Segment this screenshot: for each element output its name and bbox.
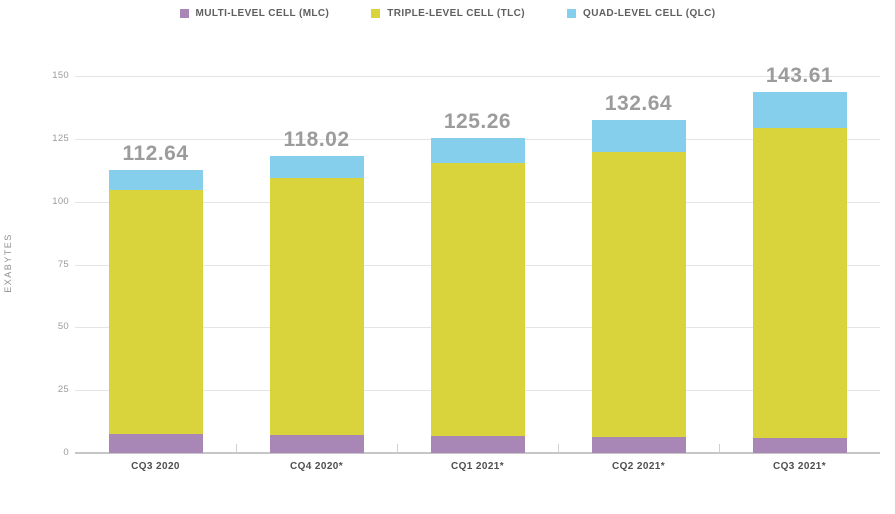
bar-value-label: 132.64 xyxy=(604,91,673,115)
y-tick-label-50: 50 xyxy=(57,321,69,333)
bar-slot-cq3-2021-: 143.61 xyxy=(719,64,880,453)
stacked-bar[interactable] xyxy=(430,138,525,453)
x-axis-tick xyxy=(719,444,720,453)
bar-segment-qlc xyxy=(591,119,686,152)
bar-slot-cq3-2020: 112.64 xyxy=(75,76,236,453)
x-axis-tick xyxy=(397,444,398,453)
mlc-swatch-icon xyxy=(179,9,189,18)
bar-value-label: 112.64 xyxy=(122,141,189,165)
x-category-label: CQ4 2020* xyxy=(289,461,344,472)
x-axis-tick xyxy=(558,444,559,453)
y-tick-label-75: 75 xyxy=(57,258,69,270)
bar-segment-qlc xyxy=(752,92,847,129)
stacked-bar[interactable] xyxy=(591,119,686,453)
tlc-swatch-icon xyxy=(371,9,381,18)
bar-value-label: 143.61 xyxy=(765,64,834,88)
legend-label-qlc: QUAD-LEVEL CELL (QLC) xyxy=(583,8,716,19)
x-axis-tick xyxy=(236,444,237,453)
y-axis-title: EXABYTES xyxy=(3,233,13,293)
bar-segment-tlc xyxy=(430,162,525,436)
x-category-label: CQ2 2021* xyxy=(611,461,666,472)
bar-segment-mlc xyxy=(108,434,203,453)
bar-segment-qlc xyxy=(108,169,203,191)
bar-segment-mlc xyxy=(269,434,364,453)
x-category-label: CQ3 2021* xyxy=(772,461,827,472)
bar-value-label: 118.02 xyxy=(283,128,350,152)
bar-segment-tlc xyxy=(752,128,847,439)
bar-segment-tlc xyxy=(591,151,686,438)
legend-item-tlc: TRIPLE-LEVEL CELL (TLC) xyxy=(371,8,525,19)
bar-segment-qlc xyxy=(269,156,364,178)
bar-slot-cq1-2021-: 125.26 xyxy=(397,76,558,453)
x-category-label: CQ1 2021* xyxy=(450,461,505,472)
gridline-150 xyxy=(75,76,880,77)
chart-legend: MULTI-LEVEL CELL (MLC) TRIPLE-LEVEL CELL… xyxy=(0,8,895,19)
legend-label-tlc: TRIPLE-LEVEL CELL (TLC) xyxy=(387,8,526,19)
stacked-bar[interactable] xyxy=(752,92,847,453)
y-tick-label-150: 150 xyxy=(52,70,69,81)
bar-segment-qlc xyxy=(430,138,525,163)
bar-segment-mlc xyxy=(752,438,847,453)
qlc-swatch-icon xyxy=(567,9,577,18)
gridline-0 xyxy=(75,452,880,454)
y-tick-label-0: 0 xyxy=(63,447,69,458)
y-tick-label-100: 100 xyxy=(52,195,69,207)
x-category-label: CQ3 2020 xyxy=(131,461,180,472)
bar-segment-tlc xyxy=(269,177,364,435)
bar-value-label: 125.26 xyxy=(443,110,512,134)
bar-segment-mlc xyxy=(430,435,525,453)
bar-segment-mlc xyxy=(591,437,686,453)
stacked-bar[interactable] xyxy=(269,156,364,453)
bar-slot-cq4-2020-: 118.02 xyxy=(236,76,397,453)
y-tick-label-25: 25 xyxy=(57,384,69,396)
y-tick-label-125: 125 xyxy=(52,132,69,144)
bar-segment-tlc xyxy=(108,190,203,435)
legend-label-mlc: MULTI-LEVEL CELL (MLC) xyxy=(195,8,330,19)
legend-item-qlc: QUAD-LEVEL CELL (QLC) xyxy=(567,8,715,19)
stacked-bar[interactable] xyxy=(108,169,203,453)
plot-area: 0 25 50 75 100 125 150 CQ3 2020 112.64 CQ4 2020* 1… xyxy=(52,64,880,472)
bar-slot-cq2-2021-: 132.64 xyxy=(558,76,719,453)
legend-item-mlc: MULTI-LEVEL CELL (MLC) xyxy=(179,8,330,19)
